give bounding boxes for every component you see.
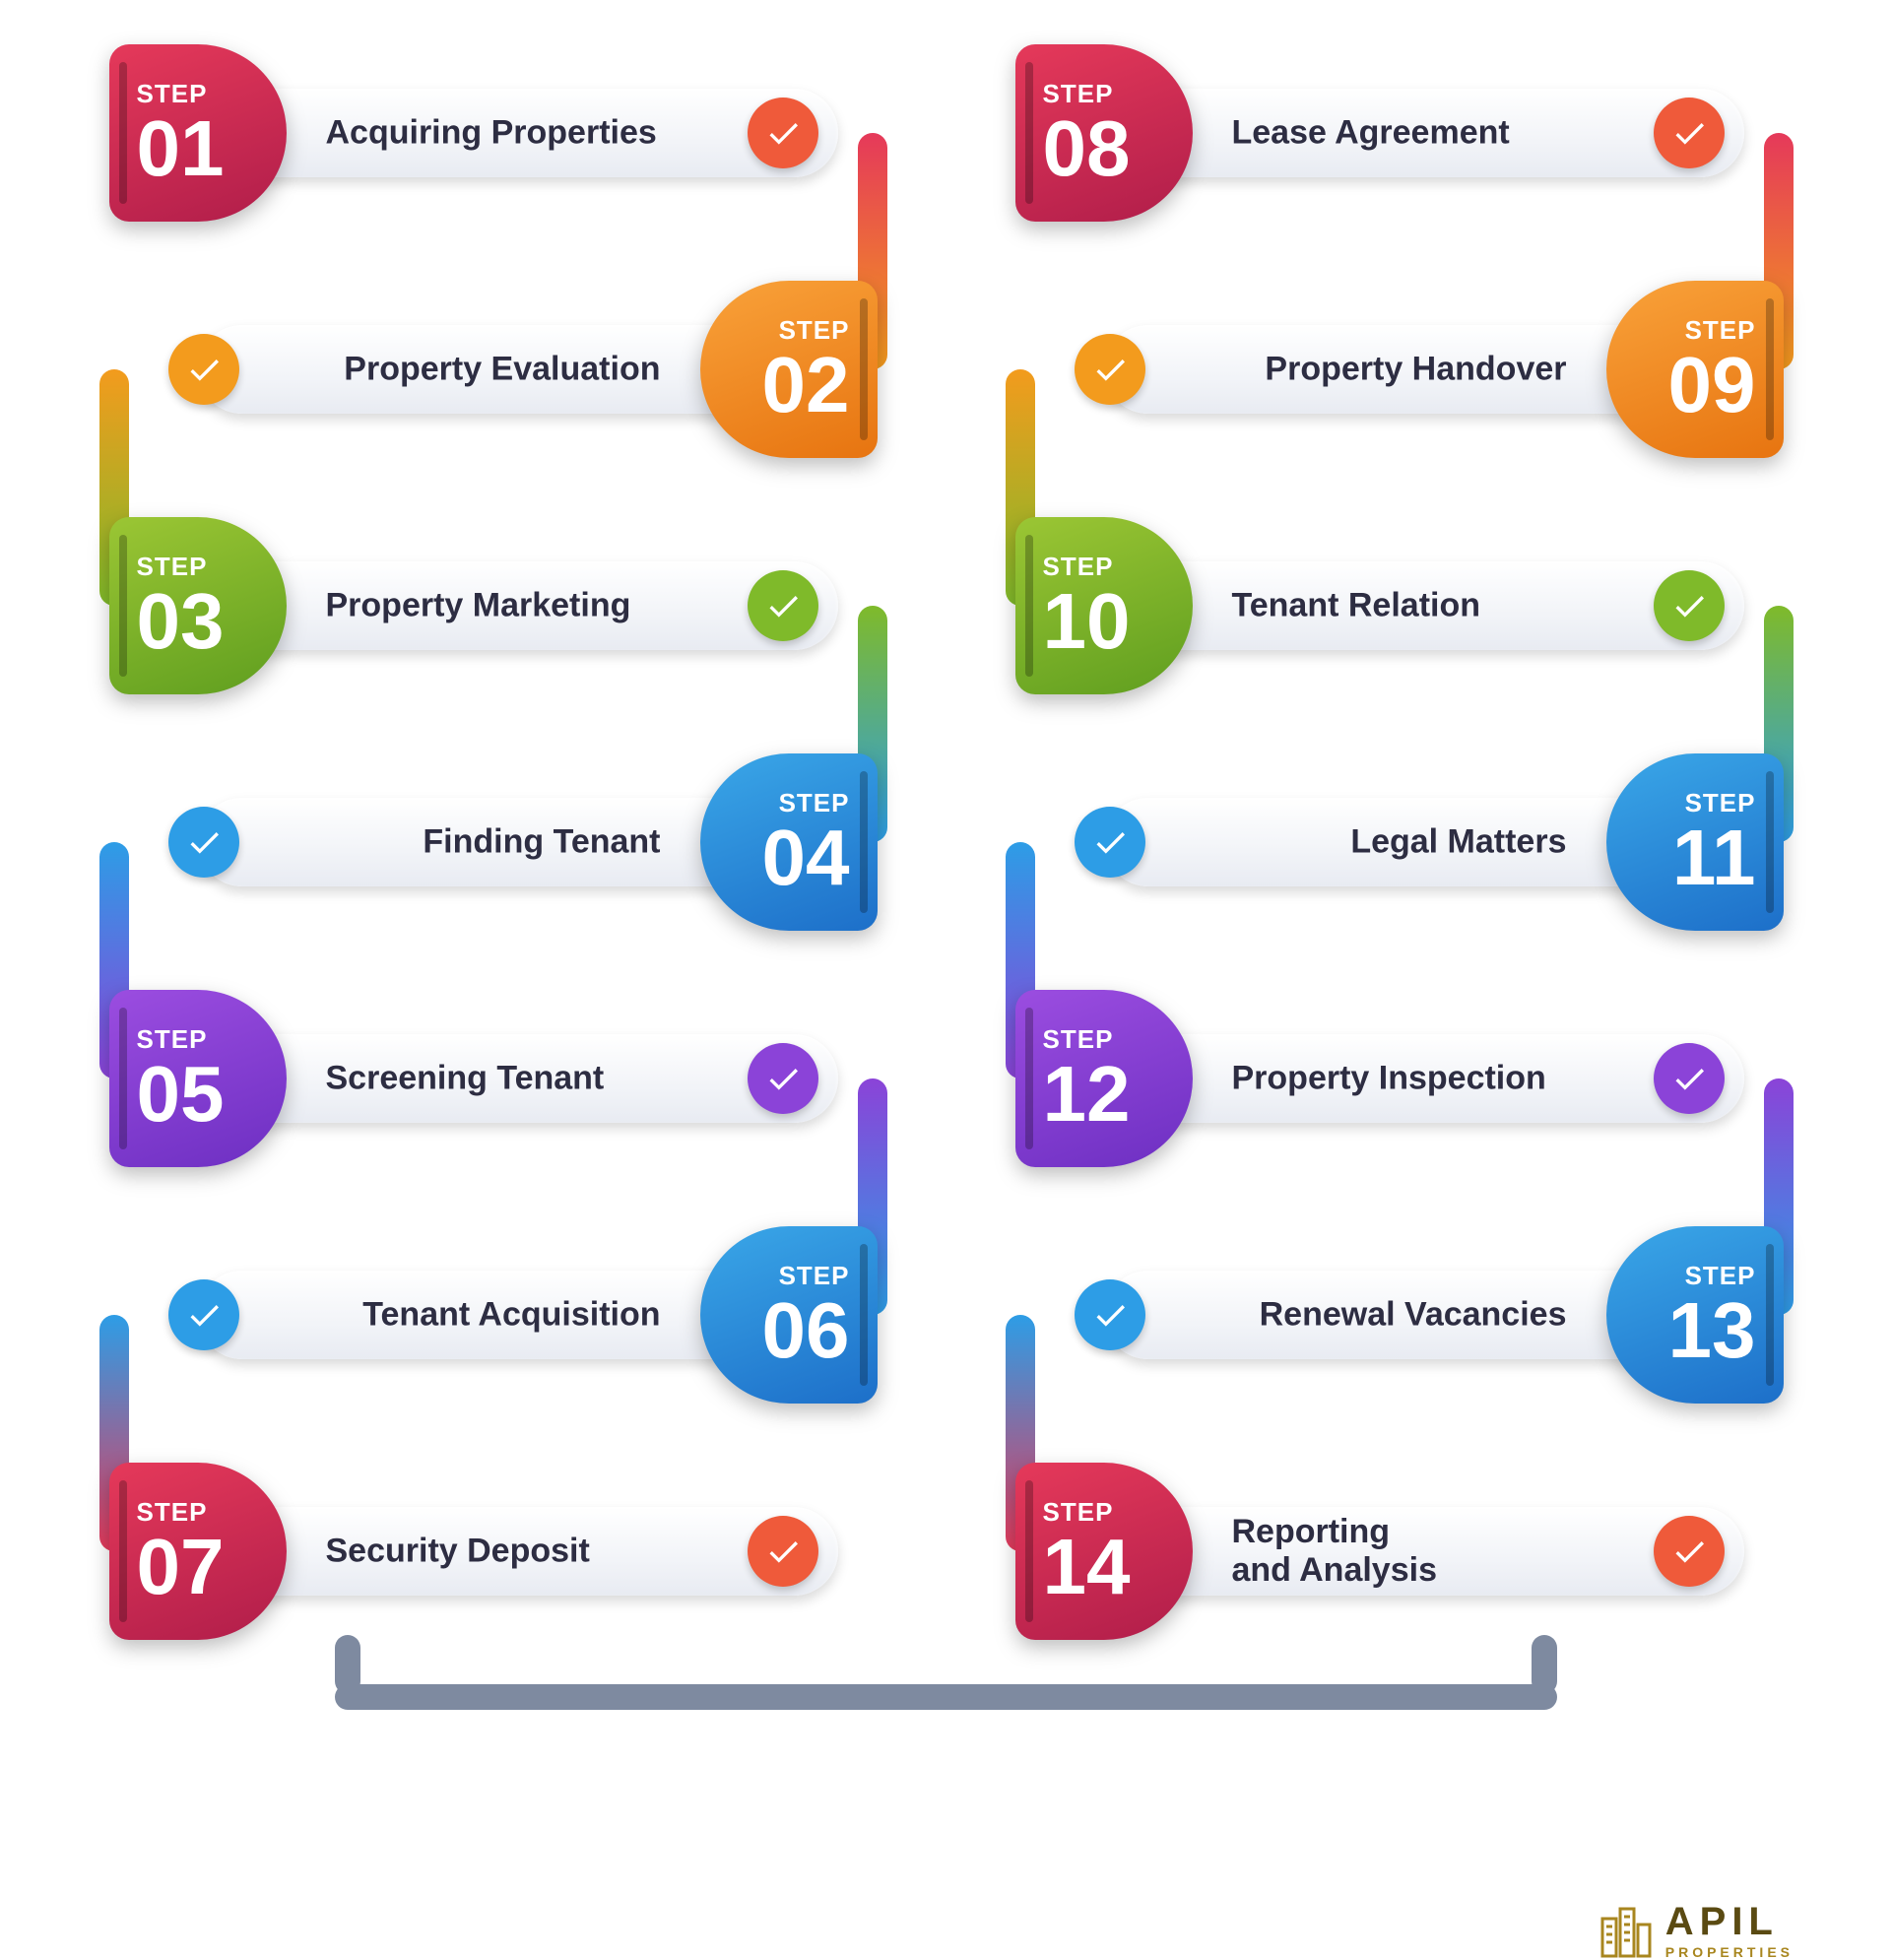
step-02: STEP02Property Evaluation	[109, 295, 878, 443]
step-badge: STEP06	[700, 1226, 878, 1404]
step-badge: STEP04	[700, 753, 878, 931]
step-number: 04	[762, 818, 850, 897]
step-badge: STEP02	[700, 281, 878, 458]
step-badge: STEP12	[1015, 990, 1193, 1167]
column-right: STEP08Lease AgreementSTEP09Property Hand…	[1015, 59, 1784, 1625]
step-title: Property Handover	[1173, 350, 1567, 388]
step-number: 06	[762, 1291, 850, 1370]
step-title: Tenant Relation	[1232, 586, 1626, 624]
step-number: 05	[137, 1055, 225, 1134]
step-number: 02	[762, 346, 850, 425]
step-05: STEP05Screening Tenant	[109, 1005, 878, 1152]
step-badge: STEP14	[1015, 1463, 1193, 1640]
check-icon	[1654, 98, 1725, 168]
check-icon	[168, 1279, 239, 1350]
step-title: Property Marketing	[326, 586, 720, 624]
step-number: 10	[1043, 582, 1131, 661]
step-badge: STEP07	[109, 1463, 287, 1640]
check-icon	[748, 1043, 818, 1114]
check-icon	[748, 98, 818, 168]
step-number: 01	[137, 109, 225, 188]
brand-logo: APIL PROPERTIES	[1597, 1900, 1794, 1960]
step-title: Screening Tenant	[326, 1059, 720, 1097]
check-icon	[168, 334, 239, 405]
check-icon	[1075, 1279, 1145, 1350]
step-number: 08	[1043, 109, 1131, 188]
infographic-columns: STEP01Acquiring PropertiesSTEP02Property…	[39, 59, 1853, 1625]
logo-sub: PROPERTIES	[1665, 1944, 1794, 1960]
step-07: STEP07Security Deposit	[109, 1477, 878, 1625]
check-icon	[1654, 1516, 1725, 1587]
step-badge: STEP05	[109, 990, 287, 1167]
step-badge: STEP11	[1606, 753, 1784, 931]
step-14: STEP14Reportingand Analysis	[1015, 1477, 1784, 1625]
step-06: STEP06Tenant Acquisition	[109, 1241, 878, 1389]
step-number: 11	[1672, 818, 1756, 897]
step-title: Property Evaluation	[267, 350, 661, 388]
step-13: STEP13Renewal Vacancies	[1015, 1241, 1784, 1389]
check-icon	[748, 1516, 818, 1587]
step-title: Property Inspection	[1232, 1059, 1626, 1097]
step-number: 09	[1668, 346, 1756, 425]
step-08: STEP08Lease Agreement	[1015, 59, 1784, 207]
step-title: Finding Tenant	[267, 822, 661, 861]
step-number: 13	[1668, 1291, 1756, 1370]
step-title: Reportingand Analysis	[1232, 1513, 1626, 1590]
check-icon	[748, 570, 818, 641]
bottom-connector	[335, 1684, 1557, 1710]
bottom-connector-stub	[335, 1635, 360, 1694]
step-04: STEP04Finding Tenant	[109, 768, 878, 916]
step-number: 12	[1043, 1055, 1131, 1134]
step-09: STEP09Property Handover	[1015, 295, 1784, 443]
step-badge: STEP01	[109, 44, 287, 222]
logo-brand: APIL	[1665, 1900, 1779, 1943]
step-badge: STEP13	[1606, 1226, 1784, 1404]
step-number: 14	[1043, 1528, 1131, 1606]
check-icon	[1075, 334, 1145, 405]
step-01: STEP01Acquiring Properties	[109, 59, 878, 207]
step-badge: STEP10	[1015, 517, 1193, 694]
step-title: Security Deposit	[326, 1532, 720, 1570]
step-badge: STEP08	[1015, 44, 1193, 222]
step-number: 03	[137, 582, 225, 661]
bottom-connector-stub	[1532, 1635, 1557, 1694]
check-icon	[168, 807, 239, 878]
check-icon	[1654, 570, 1725, 641]
step-number: 07	[137, 1528, 225, 1606]
step-badge: STEP09	[1606, 281, 1784, 458]
step-badge: STEP03	[109, 517, 287, 694]
check-icon	[1075, 807, 1145, 878]
step-03: STEP03Property Marketing	[109, 532, 878, 680]
step-title: Renewal Vacancies	[1173, 1295, 1567, 1334]
step-title: Tenant Acquisition	[267, 1295, 661, 1334]
check-icon	[1654, 1043, 1725, 1114]
step-title: Acquiring Properties	[326, 113, 720, 152]
step-10: STEP10Tenant Relation	[1015, 532, 1784, 680]
step-11: STEP11Legal Matters	[1015, 768, 1784, 916]
step-title: Legal Matters	[1173, 822, 1567, 861]
footer: APIL PROPERTIES	[39, 1684, 1853, 1842]
column-left: STEP01Acquiring PropertiesSTEP02Property…	[109, 59, 878, 1625]
step-title: Lease Agreement	[1232, 113, 1626, 152]
step-12: STEP12Property Inspection	[1015, 1005, 1784, 1152]
